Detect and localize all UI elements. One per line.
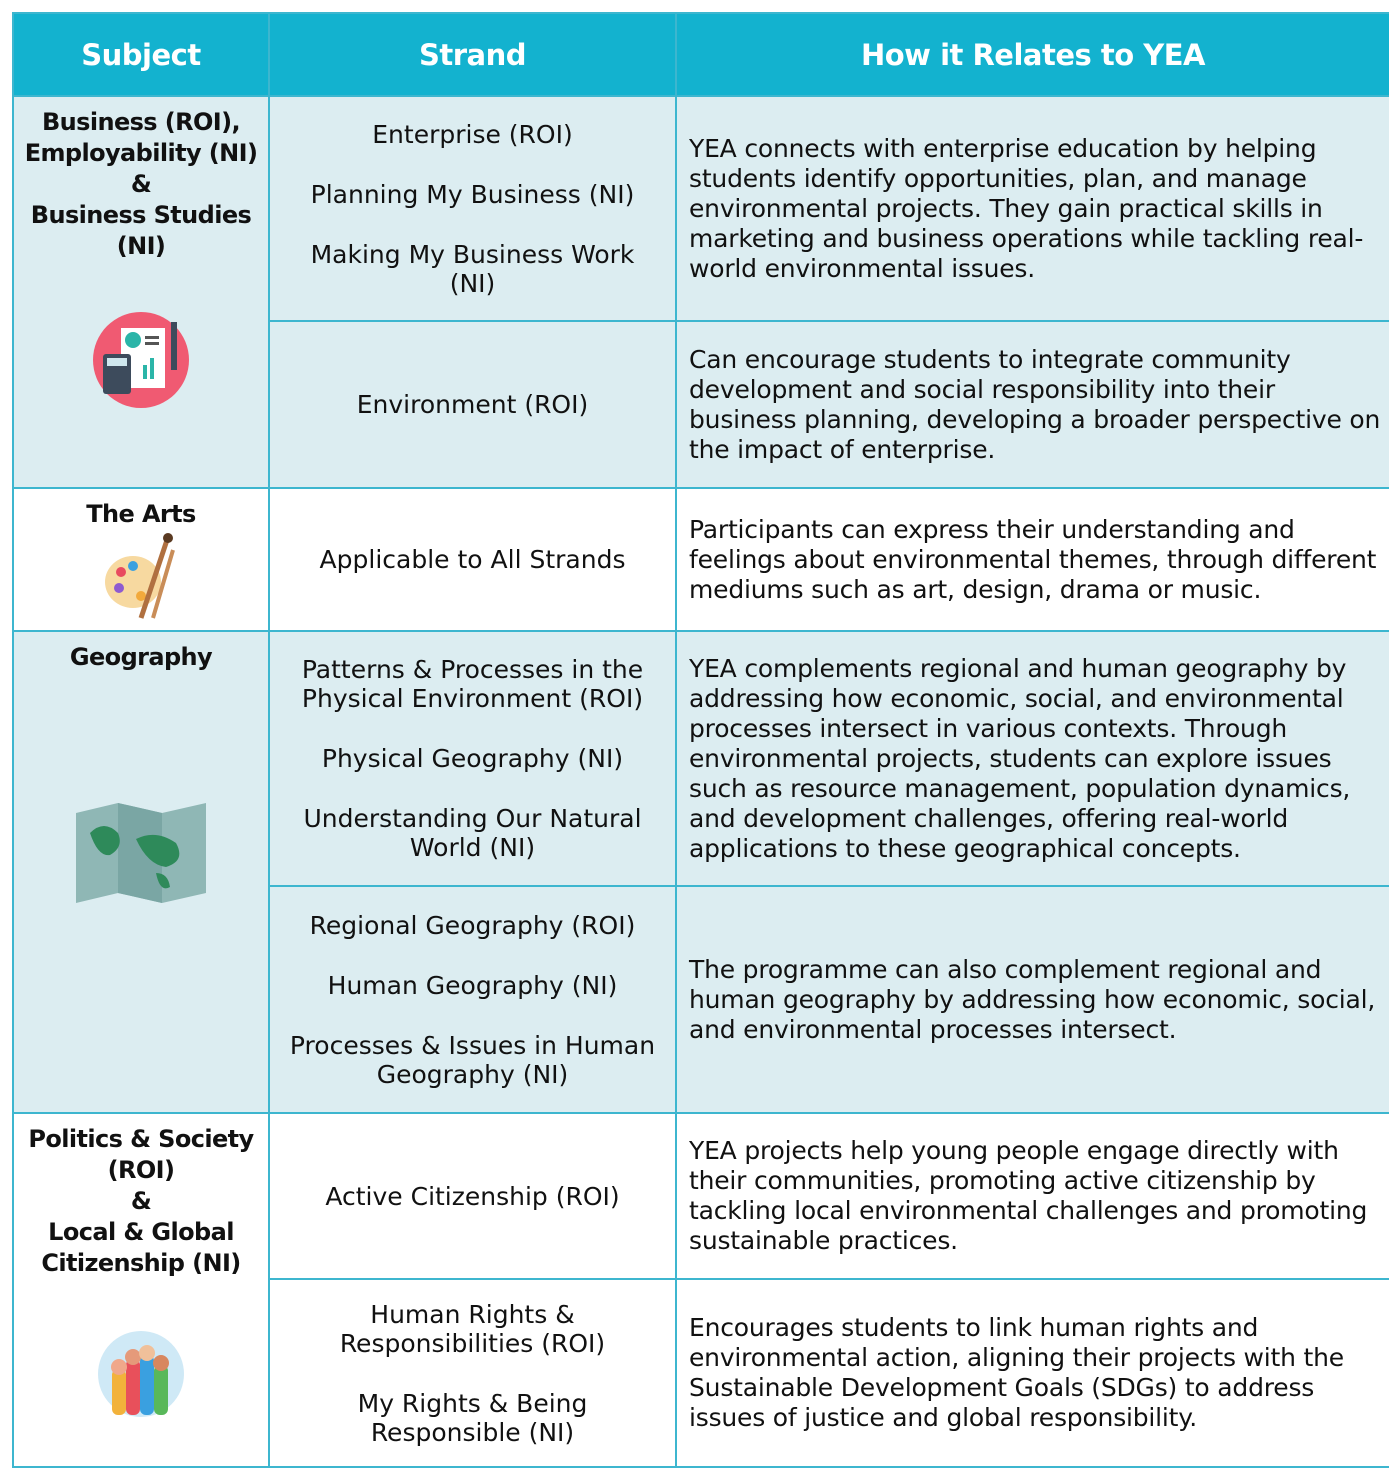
strand-line: Applicable to All Strands: [319, 545, 626, 574]
strand-line: Human Rights & Responsibilities (ROI): [339, 1299, 606, 1358]
subject-line: Business Studies (NI): [30, 201, 252, 260]
relation-text: Can encourage students to integrate comm…: [675, 320, 1389, 489]
strand-line: Planning My Business (NI): [310, 179, 635, 209]
strand-line: Active Citizenship (ROI): [325, 1181, 620, 1211]
strand-cell: Active Citizenship (ROI): [268, 1112, 677, 1280]
relation-text: The programme can also complement region…: [675, 885, 1389, 1114]
subject-line: Employability (NI): [24, 139, 258, 167]
subject-cell: Geography: [12, 630, 270, 1114]
subject-line: Local & Global Citizenship (NI): [41, 1218, 241, 1277]
column-header: Subject: [12, 12, 270, 97]
map-icon: [76, 803, 206, 903]
strand-cell: Environment (ROI): [268, 320, 677, 489]
subject-line: &: [130, 170, 152, 198]
table-row: Environment (ROI) Can encourage students …: [13, 320, 1389, 489]
subject-cell: Politics & Society (ROI) & Local & Global …: [12, 1112, 270, 1468]
table-row: Geography Patterns & Processes in the Phy…: [12, 630, 1389, 1114]
relation-text: YEA connects with enterprise education b…: [675, 95, 1389, 322]
strand-line: Regional Geography (ROI): [309, 910, 636, 940]
subject-cell: The Arts: [12, 487, 270, 632]
strand-line: Making My Business Work (NI): [310, 239, 635, 298]
arts-icon: [105, 533, 175, 619]
relation-text: Participants can express their understan…: [675, 487, 1389, 632]
curriculum-table: Subject Strand How it Relates to YEA Busin…: [12, 12, 1389, 1468]
header-row: Subject Strand How it Relates to YEA: [12, 12, 1389, 97]
strand-line: Human Geography (NI): [327, 970, 618, 1000]
strand-line: Environment (ROI): [356, 390, 589, 419]
subject-line: Business (ROI),: [41, 108, 241, 136]
subject-line: The Arts: [86, 500, 196, 528]
strand-line: Enterprise (ROI): [372, 119, 573, 149]
strand-line: Patterns & Processes in the Physical Env…: [301, 655, 644, 713]
column-header: How it Relates to YEA: [675, 12, 1389, 97]
strand-cell: Human Rights & Responsibilities (ROI) My …: [268, 1278, 677, 1468]
table-row: The Arts Applicable to All Strands Partici…: [12, 487, 1389, 632]
table-row: Politics & Society (ROI) & Local & Global …: [12, 1112, 1389, 1468]
hands-icon: [98, 1331, 184, 1417]
strand-cell: Applicable to All Strands: [268, 487, 677, 632]
strand-line: Processes & Issues in Human Geography (N…: [289, 1030, 656, 1089]
relation-text: YEA complements regional and human geogr…: [675, 630, 1389, 887]
strand-cell: Regional Geography (ROI) Human Geography …: [268, 885, 677, 1114]
business-icon: [93, 312, 189, 408]
strand-cell: Patterns & Processes in the Physical Env…: [268, 630, 677, 887]
strand-line: Understanding Our Natural World (NI): [303, 804, 642, 862]
column-header: Strand: [268, 12, 677, 97]
strand-line: My Rights & Being Responsible (NI): [357, 1388, 588, 1447]
table-row: Human Rights & Responsibilities (ROI) My …: [13, 1278, 1389, 1468]
relation-text: Encourages students to link human rights…: [675, 1278, 1389, 1468]
subject-line: &: [130, 1187, 152, 1215]
strand-line: Physical Geography (NI): [321, 744, 624, 773]
subject-line: Geography: [69, 643, 213, 671]
table-row: Regional Geography (ROI) Human Geography …: [13, 885, 1389, 1114]
relation-text: YEA projects help young people engage di…: [675, 1112, 1389, 1280]
strand-cell: Enterprise (ROI) Planning My Business (NI…: [268, 95, 677, 322]
subject-cell: Business (ROI), Employability (NI) & Busine…: [12, 95, 270, 489]
subject-line: Politics & Society (ROI): [28, 1125, 254, 1184]
table-row: Business (ROI), Employability (NI) & Busine…: [12, 95, 1389, 489]
